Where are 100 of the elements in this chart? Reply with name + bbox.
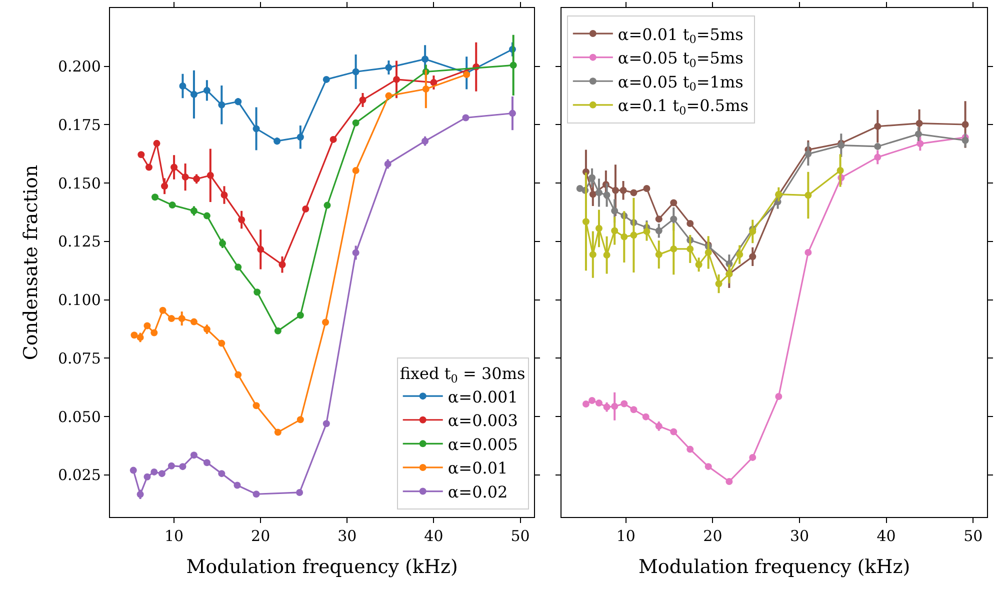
- legend-label: α=0.01: [448, 458, 508, 478]
- point: [916, 120, 923, 127]
- x-tick-label: 40: [876, 527, 896, 546]
- legend-label: α=0.05 t$_{0}$=1ms: [618, 72, 744, 94]
- point: [611, 402, 618, 410]
- point: [144, 322, 151, 330]
- point: [252, 125, 260, 132]
- point: [359, 96, 366, 104]
- point: [352, 68, 360, 76]
- point: [168, 462, 175, 470]
- point: [422, 138, 429, 145]
- point: [193, 175, 200, 182]
- point: [152, 194, 159, 201]
- point: [296, 416, 304, 424]
- point: [352, 249, 360, 256]
- point: [385, 92, 392, 100]
- point: [686, 220, 694, 228]
- y-tick-label: 0.075: [58, 349, 101, 368]
- point: [836, 167, 844, 174]
- point: [234, 371, 242, 378]
- point: [726, 478, 733, 486]
- point: [611, 227, 618, 234]
- point: [203, 459, 210, 466]
- point: [611, 207, 618, 214]
- point: [655, 227, 662, 234]
- point: [630, 189, 638, 196]
- y-tick-label: 0.050: [58, 408, 101, 426]
- point: [322, 420, 330, 428]
- point: [736, 251, 744, 258]
- point: [159, 306, 166, 314]
- point: [274, 138, 281, 145]
- point: [620, 186, 627, 194]
- point: [219, 240, 226, 247]
- x-tick-label: 30: [338, 527, 357, 546]
- point: [804, 248, 812, 256]
- point: [274, 327, 282, 334]
- point: [150, 329, 158, 336]
- point: [620, 400, 628, 408]
- point: [296, 134, 304, 141]
- point: [252, 490, 260, 498]
- point: [962, 136, 969, 144]
- point: [603, 404, 610, 411]
- point: [145, 164, 152, 171]
- point: [136, 490, 144, 498]
- point: [234, 482, 241, 489]
- point: [238, 216, 246, 224]
- point: [430, 78, 438, 86]
- point: [874, 122, 882, 130]
- point: [168, 202, 176, 209]
- point: [218, 470, 226, 478]
- point: [296, 488, 304, 496]
- y-tick-label: 0.175: [58, 116, 101, 134]
- point: [384, 160, 392, 168]
- point: [257, 246, 264, 253]
- point: [642, 413, 650, 420]
- legend-label: α=0.02: [448, 482, 508, 502]
- point: [220, 192, 228, 199]
- point: [620, 233, 628, 240]
- point: [582, 400, 590, 408]
- point: [874, 142, 882, 150]
- point: [138, 151, 145, 158]
- y-tick-label: 0.150: [58, 174, 101, 192]
- legend-title: fixed t$_{0}$ = 30ms: [400, 364, 526, 386]
- point: [749, 253, 756, 260]
- x-tick-label: 30: [790, 527, 810, 546]
- point: [234, 264, 242, 271]
- x-tick-label: 10: [616, 527, 636, 546]
- point: [630, 406, 638, 414]
- point: [422, 56, 429, 63]
- legend-label: α=0.1 t$_{0}$=0.5ms: [618, 96, 748, 118]
- point: [322, 76, 330, 83]
- x-tick-label: 20: [703, 527, 722, 546]
- point: [190, 90, 198, 98]
- point: [508, 110, 516, 117]
- point: [749, 454, 756, 461]
- point: [203, 212, 210, 220]
- point: [595, 400, 602, 407]
- point: [588, 396, 596, 404]
- point: [510, 62, 517, 69]
- point: [670, 216, 678, 223]
- point: [274, 428, 282, 436]
- point: [393, 76, 400, 83]
- point: [962, 121, 969, 128]
- point: [686, 245, 694, 252]
- point: [302, 206, 310, 213]
- legend-label: α=0.003: [448, 411, 518, 430]
- point: [206, 172, 214, 179]
- x-tick-label: 50: [510, 527, 530, 546]
- x-axis-title: Modulation frequency (kHz): [638, 556, 910, 578]
- point: [278, 261, 286, 268]
- point: [161, 182, 168, 190]
- point: [179, 463, 186, 470]
- point: [182, 174, 189, 181]
- point: [804, 192, 812, 199]
- point: [150, 468, 158, 476]
- point: [704, 248, 712, 256]
- point: [916, 140, 924, 148]
- point: [595, 189, 602, 196]
- point: [144, 473, 151, 480]
- point: [254, 288, 261, 296]
